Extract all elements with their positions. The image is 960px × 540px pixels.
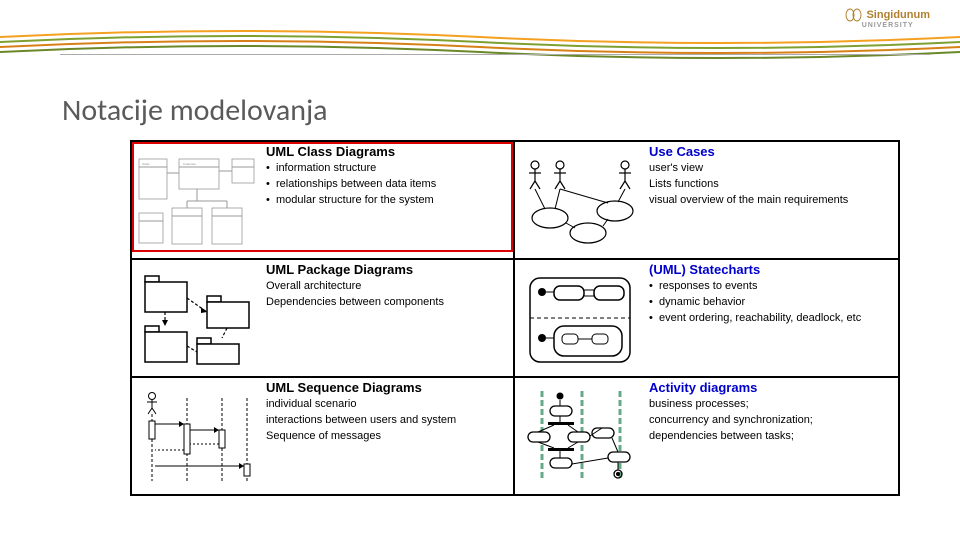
thumb-activity-diagram	[515, 378, 645, 494]
thumb-sequence-diagram	[132, 378, 262, 494]
thumb-use-case	[515, 142, 645, 258]
brand-sub: UNIVERSITY	[845, 22, 930, 29]
cell-title: UML Package Diagrams	[266, 262, 507, 277]
brand-name: Singidunum	[866, 9, 930, 21]
grid-row: UML Sequence Diagrams individual scenari…	[132, 378, 898, 494]
list-item: dependencies between tasks;	[649, 430, 892, 444]
cell-items: Overall architecture Dependencies betwee…	[266, 280, 507, 310]
list-item: dynamic behavior	[649, 296, 892, 310]
list-item: concurrency and synchronization;	[649, 414, 892, 428]
list-item: business processes;	[649, 398, 892, 412]
header-divider	[60, 54, 930, 55]
cell-items: business processes; concurrency and sync…	[649, 398, 892, 443]
thumb-statechart	[515, 260, 645, 376]
list-item: Dependencies between components	[266, 296, 507, 310]
list-item: Sequence of messages	[266, 430, 507, 444]
brand-logo: Singidunum UNIVERSITY	[845, 8, 930, 29]
cell-activity: Activity diagrams business processes; co…	[515, 378, 898, 494]
grid-row: UML Package Diagrams Overall architectur…	[132, 260, 898, 378]
list-item: individual scenario	[266, 398, 507, 412]
cell-title: UML Sequence Diagrams	[266, 380, 507, 395]
list-item: responses to events	[649, 280, 892, 294]
list-item: user's view	[649, 162, 892, 176]
thumb-package-diagram	[132, 260, 262, 376]
list-item: Overall architecture	[266, 280, 507, 294]
highlight-box	[132, 142, 513, 252]
cell-title: Activity diagrams	[649, 380, 892, 395]
cell-items: individual scenario interactions between…	[266, 398, 507, 443]
cell-items: responses to events dynamic behavior eve…	[649, 280, 892, 325]
cell-items: user's view Lists functions visual overv…	[649, 162, 892, 207]
cell-statecharts: (UML) Statecharts responses to events dy…	[515, 260, 898, 376]
cell-use-cases: Use Cases user's view Lists functions vi…	[515, 142, 898, 258]
list-item: visual overview of the main requirements	[649, 194, 892, 208]
list-item: Lists functions	[649, 178, 892, 192]
cell-title: (UML) Statecharts	[649, 262, 892, 277]
page-title: Notacije modelovanja	[62, 92, 328, 129]
list-item: interactions between users and system	[266, 414, 507, 428]
list-item: event ordering, reachability, deadlock, …	[649, 312, 892, 326]
cell-title: Use Cases	[649, 144, 892, 159]
cell-uml-sequence: UML Sequence Diagrams individual scenari…	[132, 378, 515, 494]
cell-uml-package: UML Package Diagrams Overall architectur…	[132, 260, 515, 376]
